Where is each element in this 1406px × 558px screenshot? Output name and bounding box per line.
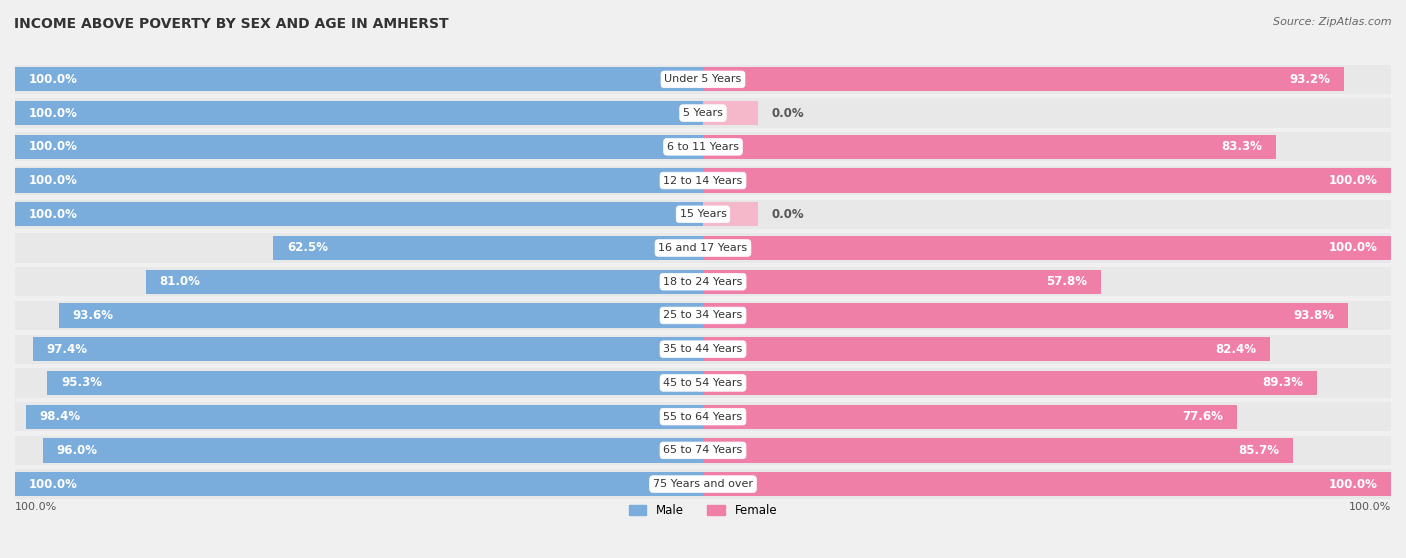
Text: 75 Years and over: 75 Years and over xyxy=(652,479,754,489)
Text: 100.0%: 100.0% xyxy=(1348,502,1391,512)
Bar xyxy=(15,98,1391,128)
Bar xyxy=(15,436,1391,465)
Text: 0.0%: 0.0% xyxy=(772,107,804,119)
Text: 15 Years: 15 Years xyxy=(679,209,727,219)
Text: 100.0%: 100.0% xyxy=(1329,242,1378,254)
Text: 57.8%: 57.8% xyxy=(1046,275,1087,288)
Text: Source: ZipAtlas.com: Source: ZipAtlas.com xyxy=(1274,17,1392,27)
Text: 95.3%: 95.3% xyxy=(60,377,103,389)
Bar xyxy=(32,337,703,362)
Text: 16 and 17 Years: 16 and 17 Years xyxy=(658,243,748,253)
Text: 12 to 14 Years: 12 to 14 Years xyxy=(664,176,742,186)
Bar xyxy=(15,402,1391,431)
Bar xyxy=(273,236,703,260)
Text: 65 to 74 Years: 65 to 74 Years xyxy=(664,445,742,455)
Text: 100.0%: 100.0% xyxy=(28,478,77,490)
Bar xyxy=(703,405,1237,429)
Bar xyxy=(15,233,1391,263)
Text: 98.4%: 98.4% xyxy=(39,410,82,423)
Text: 100.0%: 100.0% xyxy=(28,107,77,119)
Text: 100.0%: 100.0% xyxy=(1329,478,1378,490)
Bar xyxy=(703,371,1317,395)
Bar xyxy=(146,270,703,294)
Text: 83.3%: 83.3% xyxy=(1222,140,1263,153)
Text: INCOME ABOVE POVERTY BY SEX AND AGE IN AMHERST: INCOME ABOVE POVERTY BY SEX AND AGE IN A… xyxy=(14,17,449,31)
Text: 100.0%: 100.0% xyxy=(15,502,58,512)
Bar xyxy=(15,65,1391,94)
Bar xyxy=(15,202,703,227)
Bar xyxy=(15,166,1391,195)
Text: 77.6%: 77.6% xyxy=(1182,410,1223,423)
Bar xyxy=(42,438,703,463)
Bar xyxy=(48,371,703,395)
Text: 100.0%: 100.0% xyxy=(28,140,77,153)
Bar xyxy=(703,202,758,227)
Text: 55 to 64 Years: 55 to 64 Years xyxy=(664,412,742,422)
Text: 5 Years: 5 Years xyxy=(683,108,723,118)
Text: 93.2%: 93.2% xyxy=(1289,73,1330,86)
Text: 100.0%: 100.0% xyxy=(1329,174,1378,187)
Bar xyxy=(15,132,1391,161)
Text: 89.3%: 89.3% xyxy=(1263,377,1303,389)
Bar xyxy=(703,304,1348,328)
Text: 96.0%: 96.0% xyxy=(56,444,97,457)
Text: 62.5%: 62.5% xyxy=(287,242,328,254)
Legend: Male, Female: Male, Female xyxy=(624,499,782,522)
Text: 97.4%: 97.4% xyxy=(46,343,87,355)
Bar xyxy=(15,200,1391,229)
Text: 0.0%: 0.0% xyxy=(772,208,804,221)
Bar xyxy=(15,334,1391,364)
Text: 6 to 11 Years: 6 to 11 Years xyxy=(666,142,740,152)
Text: 35 to 44 Years: 35 to 44 Years xyxy=(664,344,742,354)
Bar xyxy=(15,472,703,496)
Bar xyxy=(703,101,758,125)
Bar xyxy=(703,236,1391,260)
Bar xyxy=(703,337,1270,362)
Bar xyxy=(703,134,1277,159)
Bar xyxy=(15,101,703,125)
Bar xyxy=(25,405,703,429)
Bar xyxy=(703,438,1292,463)
Bar xyxy=(15,368,1391,398)
Text: 82.4%: 82.4% xyxy=(1215,343,1256,355)
Text: 100.0%: 100.0% xyxy=(28,208,77,221)
Text: 25 to 34 Years: 25 to 34 Years xyxy=(664,310,742,320)
Text: 100.0%: 100.0% xyxy=(28,174,77,187)
Bar xyxy=(15,134,703,159)
Bar xyxy=(703,472,1391,496)
Text: 85.7%: 85.7% xyxy=(1237,444,1279,457)
Text: 93.6%: 93.6% xyxy=(73,309,114,322)
Text: 93.8%: 93.8% xyxy=(1294,309,1334,322)
Text: Under 5 Years: Under 5 Years xyxy=(665,74,741,84)
Text: 18 to 24 Years: 18 to 24 Years xyxy=(664,277,742,287)
Bar xyxy=(59,304,703,328)
Bar xyxy=(15,267,1391,296)
Text: 45 to 54 Years: 45 to 54 Years xyxy=(664,378,742,388)
Bar xyxy=(703,67,1344,92)
Bar xyxy=(703,270,1101,294)
Bar xyxy=(15,67,703,92)
Text: 100.0%: 100.0% xyxy=(28,73,77,86)
Bar xyxy=(703,169,1391,193)
Text: 81.0%: 81.0% xyxy=(159,275,200,288)
Bar xyxy=(15,169,703,193)
Bar xyxy=(15,469,1391,499)
Bar xyxy=(15,301,1391,330)
